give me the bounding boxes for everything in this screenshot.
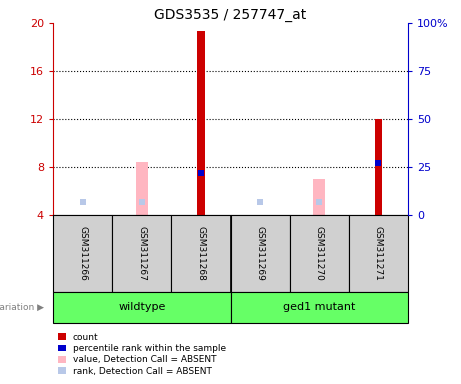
Text: ged1 mutant: ged1 mutant (283, 302, 355, 312)
Bar (313, 179, 325, 215)
Bar (53, 292, 230, 323)
Text: GSM311269: GSM311269 (255, 226, 265, 281)
Bar (230, 215, 290, 292)
Bar (290, 215, 349, 292)
Text: GSM311268: GSM311268 (196, 226, 206, 281)
Text: wildtype: wildtype (118, 302, 165, 312)
Text: GSM311267: GSM311267 (137, 226, 146, 281)
Bar (349, 215, 408, 292)
Bar (197, 31, 205, 215)
Bar (171, 215, 230, 292)
Text: GSM311270: GSM311270 (315, 226, 324, 281)
Title: GDS3535 / 257747_at: GDS3535 / 257747_at (154, 8, 307, 22)
Text: genotype/variation ▶: genotype/variation ▶ (0, 303, 44, 312)
Text: GSM311271: GSM311271 (374, 226, 383, 281)
Bar (53, 215, 112, 292)
Legend: count, percentile rank within the sample, value, Detection Call = ABSENT, rank, : count, percentile rank within the sample… (58, 333, 226, 376)
Bar (136, 162, 148, 215)
Bar (230, 292, 408, 323)
Bar (375, 119, 382, 215)
Bar (112, 215, 171, 292)
Text: GSM311266: GSM311266 (78, 226, 87, 281)
